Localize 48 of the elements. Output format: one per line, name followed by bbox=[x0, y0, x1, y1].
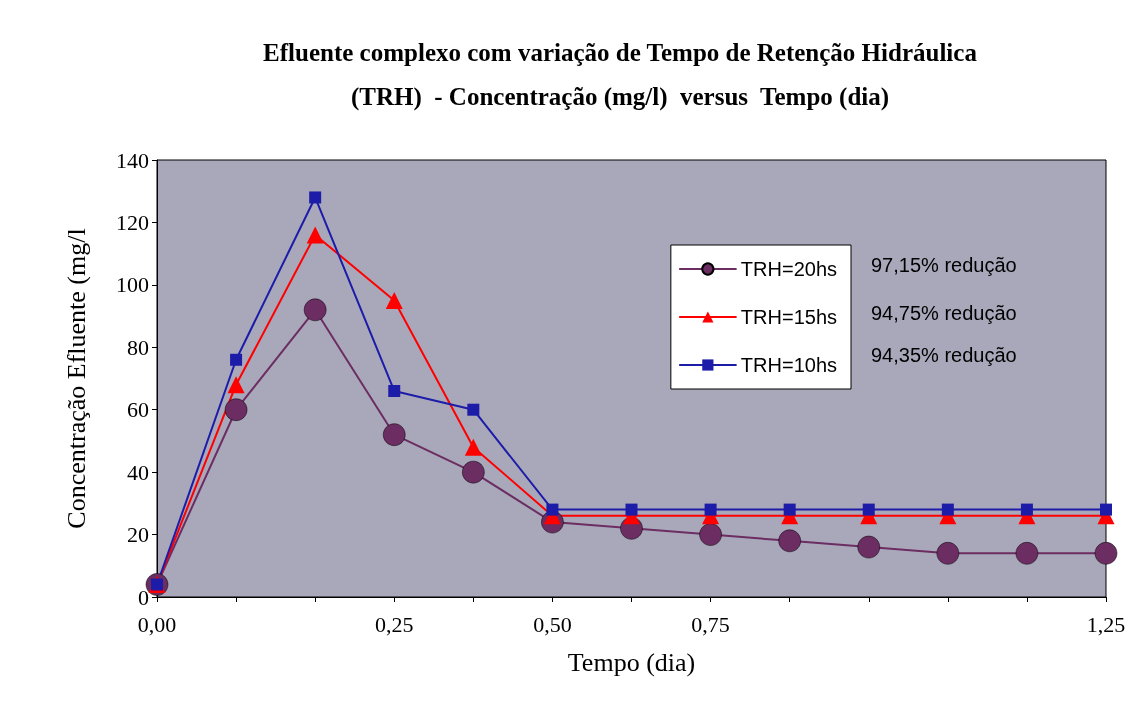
point bbox=[783, 503, 796, 516]
point bbox=[467, 403, 480, 416]
x-tick-label: 0,25 bbox=[375, 611, 414, 637]
y-tick-label: 20 bbox=[127, 522, 149, 548]
chart-title: Efluente complexo com variação de Tempo de Retenção Hidráulica (TRH) - Concentração (mg/l) versus Tempo (dia) bbox=[263, 38, 978, 111]
x-tick-label: 0,00 bbox=[137, 611, 177, 637]
x-tick-label: 0,50 bbox=[533, 611, 572, 637]
point bbox=[941, 503, 954, 516]
x-axis-title: Tempo (dia) bbox=[567, 647, 696, 677]
y-tick-label: 80 bbox=[127, 334, 149, 360]
legend-label: TRH=10hs bbox=[740, 354, 837, 376]
point bbox=[862, 503, 875, 516]
y-tick-label: 60 bbox=[127, 397, 149, 423]
point bbox=[936, 542, 960, 565]
annotation: 94,35% redução bbox=[871, 344, 1017, 366]
y-tick-label: 40 bbox=[127, 459, 149, 485]
legend-label: TRH=20hs bbox=[740, 258, 837, 280]
y-tick-label: 0 bbox=[138, 584, 149, 610]
point bbox=[230, 353, 243, 366]
x-tick-label: 1,25 bbox=[1086, 611, 1126, 637]
y-tick-label: 120 bbox=[116, 209, 149, 235]
point bbox=[625, 503, 638, 516]
point bbox=[464, 438, 482, 456]
point bbox=[1100, 503, 1112, 516]
annotation: 97,15% redução bbox=[871, 254, 1017, 276]
point bbox=[778, 529, 801, 553]
y-axis-title: Concentração Efluente (mg/l bbox=[61, 228, 91, 529]
point bbox=[385, 291, 403, 309]
legend-label: TRH=15hs bbox=[740, 306, 837, 328]
point bbox=[383, 423, 406, 446]
point bbox=[388, 384, 401, 397]
point bbox=[857, 535, 880, 559]
point bbox=[309, 191, 322, 204]
point bbox=[699, 523, 722, 546]
point bbox=[306, 226, 324, 244]
point bbox=[704, 503, 717, 516]
point bbox=[224, 398, 248, 421]
y-tick-label: 140 bbox=[116, 147, 149, 173]
point bbox=[1015, 542, 1039, 565]
point bbox=[1020, 503, 1033, 516]
point bbox=[227, 376, 245, 394]
annotation: 94,75% redução bbox=[871, 302, 1017, 324]
point bbox=[462, 460, 485, 484]
point bbox=[546, 503, 559, 516]
y-tick-label: 100 bbox=[116, 272, 149, 298]
x-tick-label: 0,75 bbox=[691, 611, 730, 637]
point bbox=[1094, 542, 1118, 565]
point bbox=[303, 298, 327, 322]
